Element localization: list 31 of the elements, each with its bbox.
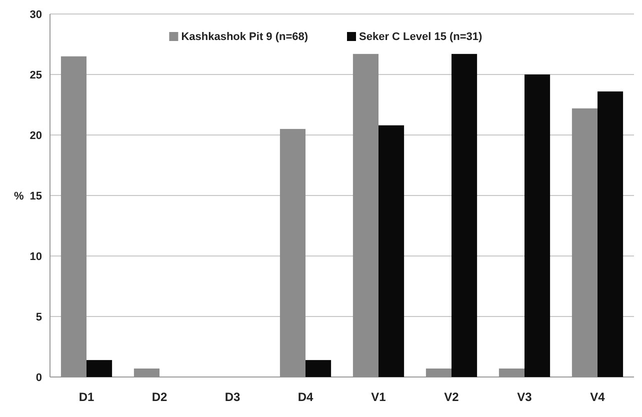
x-tick-label: V3 [517, 390, 532, 404]
x-tick-label: D4 [298, 390, 314, 404]
bar [524, 74, 550, 377]
bar [378, 125, 404, 377]
bar [306, 360, 332, 377]
bar [498, 368, 524, 377]
bar [134, 368, 160, 377]
legend-label: Seker C Level 15 (n=31) [359, 31, 483, 43]
bar [60, 56, 86, 377]
x-tick-label: V1 [371, 390, 386, 404]
bar [352, 54, 378, 377]
y-tick-label: 5 [36, 311, 42, 324]
legend-label: Kashkashok Pit 9 (n=68) [181, 31, 308, 43]
bar [280, 128, 306, 377]
y-tick-label: 25 [30, 69, 42, 82]
x-tick-label: D3 [224, 390, 240, 404]
y-axis-title: % [14, 190, 24, 202]
bar [572, 108, 598, 377]
x-tick-label: V4 [590, 390, 606, 404]
bar [426, 368, 452, 377]
x-tick-label: V2 [444, 390, 460, 404]
y-tick-label: 20 [30, 130, 42, 142]
y-tick-label: 15 [30, 190, 42, 202]
bar [598, 91, 624, 377]
bar [86, 360, 112, 377]
x-tick-label: D1 [78, 390, 94, 404]
y-tick-label: 30 [30, 8, 42, 21]
bar [452, 54, 478, 377]
x-tick-label: D2 [152, 390, 168, 404]
y-tick-label: 0 [36, 372, 42, 384]
y-tick-label: 10 [30, 250, 42, 263]
